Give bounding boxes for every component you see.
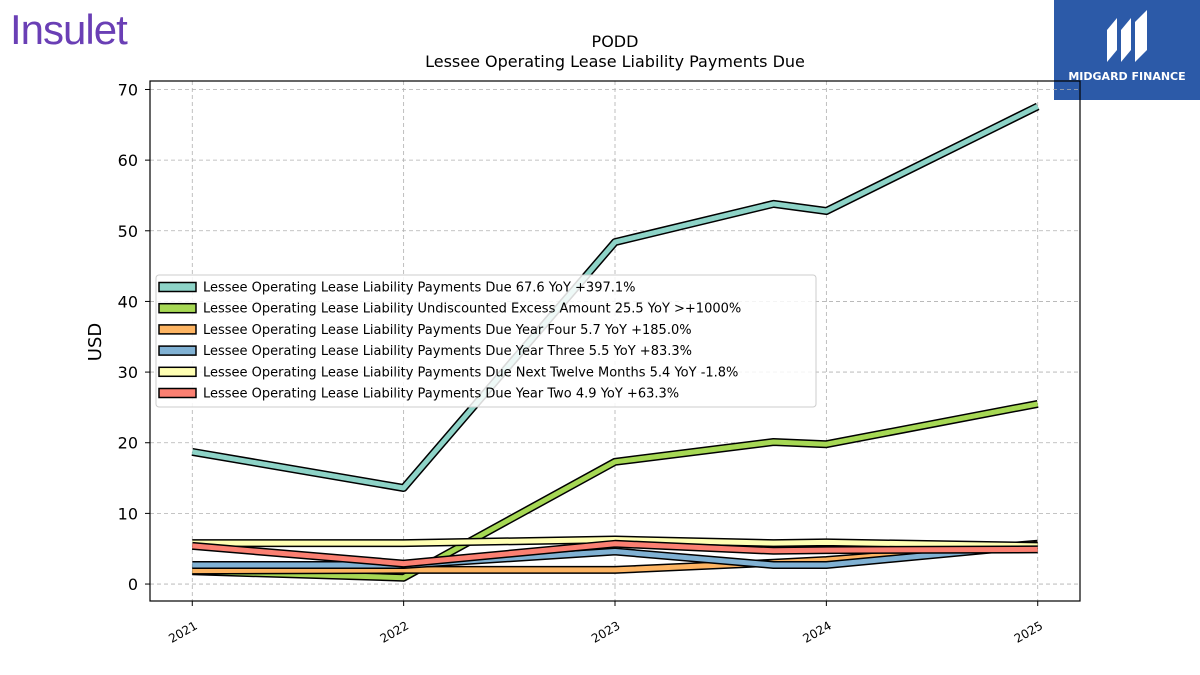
y-tick-label: 40 [118,292,138,311]
legend-label: Lessee Operating Lease Liability Payment… [203,323,692,338]
x-tick-label: 2024 [800,618,833,645]
legend-swatch [158,324,197,335]
y-tick-label: 70 [118,80,138,99]
series-line [192,542,1038,568]
midgard-finance-label: MIDGARD FINANCE [1068,70,1186,83]
y-tick-label: 20 [118,434,138,453]
y-tick-label: 30 [118,363,138,382]
series-line [192,541,1038,567]
y-tick-label: 60 [118,151,138,170]
midgard-finance-logo: MIDGARD FINANCE [1054,0,1200,100]
x-tick-label: 2022 [378,618,411,645]
y-tick-label: 50 [118,222,138,241]
x-tick-label: 2021 [166,618,199,645]
series-line [192,401,1039,581]
x-tick-label: 2023 [589,618,622,645]
series-line [192,541,1038,574]
y-tick-label: 0 [128,575,138,594]
chart-subtitle: Lessee Operating Lease Liability Payment… [425,52,805,71]
legend-swatch [158,345,197,356]
series-line [191,104,1039,491]
y-axis-label: USD [85,323,106,361]
y-tick-label: 10 [118,504,138,523]
legend-label: Lessee Operating Lease Liability Payment… [203,387,679,402]
legend-swatch [158,281,197,293]
series-lines [191,102,1040,582]
legend-label: Lessee Operating Lease Liability Undisco… [203,302,741,317]
legend-swatch [158,366,197,378]
legend-label: Lessee Operating Lease Liability Payment… [203,281,636,296]
x-tick-label: 2025 [1012,618,1045,645]
insulet-logo: Insulet [10,6,128,53]
legend-label: Lessee Operating Lease Liability Payment… [203,365,738,380]
legend-swatch [158,387,197,399]
legend: Lessee Operating Lease Liability Payment… [155,274,817,408]
chart-title: PODD [592,32,639,51]
legend-label: Lessee Operating Lease Liability Payment… [203,344,692,359]
midgard-emblem-icon [1107,10,1147,62]
legend-swatch [158,302,197,314]
series-line [192,537,1038,549]
legend-box [155,274,817,408]
